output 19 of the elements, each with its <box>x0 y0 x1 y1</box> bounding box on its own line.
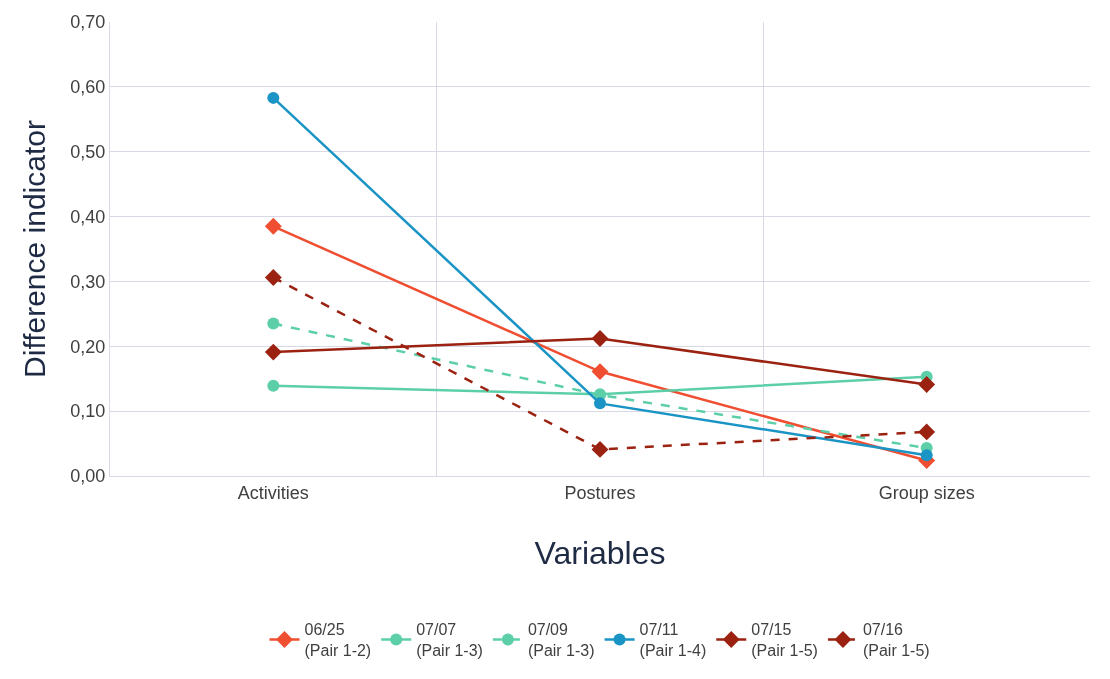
y-tick-label: 0,10 <box>70 401 106 422</box>
legend-label: 07/16 (Pair 1-5) <box>862 621 930 660</box>
x-axis-title: Variables <box>534 535 666 572</box>
legend-label: 07/09 (Pair 1-3) <box>527 621 595 660</box>
x-tick-label: Postures <box>564 482 636 503</box>
legend-label: 06/25 (Pair 1-2) <box>304 621 372 660</box>
y-tick-label: 0,40 <box>70 206 106 227</box>
y-tick-label: 0,20 <box>70 336 106 357</box>
legend-label: 07/15 (Pair 1-5) <box>751 621 818 660</box>
y-tick-label: 0,30 <box>70 271 106 292</box>
x-tick-label: Group sizes <box>878 482 975 503</box>
y-tick-label: 0,00 <box>70 466 106 487</box>
y-tick-label: 0,60 <box>70 77 106 98</box>
y-tick-label: 0,70 <box>70 12 106 33</box>
y-tick-label: 0,50 <box>70 142 106 163</box>
y-axis-title: Difference indicator <box>18 120 52 378</box>
x-tick-label: Activities <box>237 482 309 503</box>
legend-label: 07/11 (Pair 1-4) <box>639 621 707 660</box>
legend-label: 07/07 (Pair 1-3) <box>416 621 483 660</box>
